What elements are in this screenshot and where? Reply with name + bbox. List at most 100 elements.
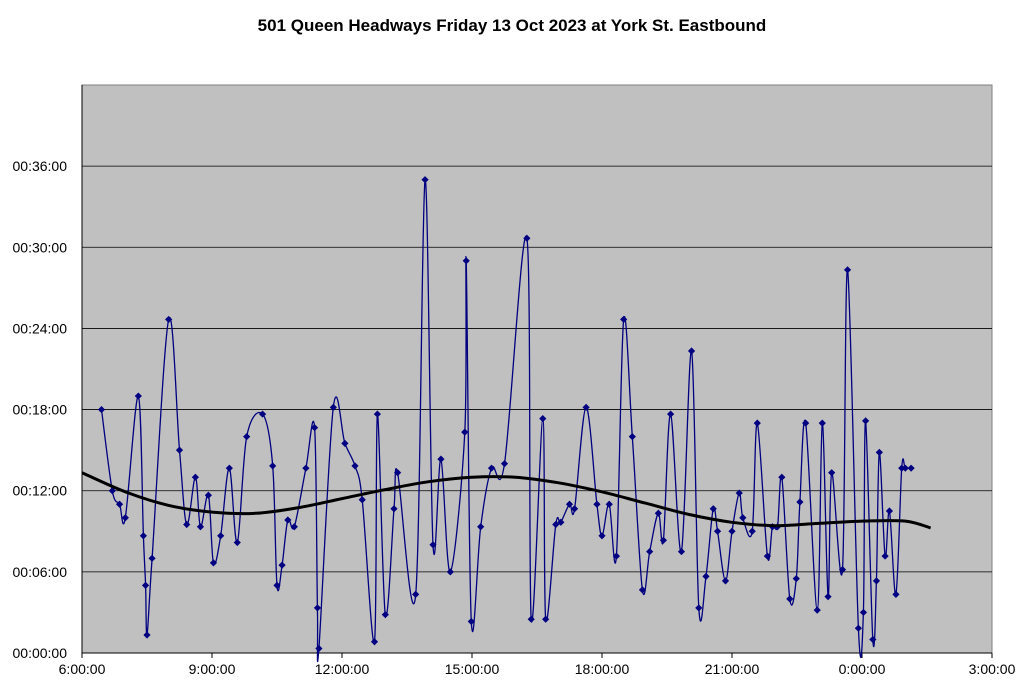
headway-point [786,595,794,603]
headway-point [477,523,485,531]
x-tick-label: 12:00:00 [315,661,370,677]
headway-point [824,593,832,601]
headway-point [739,514,747,522]
headway-point [310,424,319,432]
headway-point [763,552,771,560]
headway-point [370,638,379,646]
headway-point [570,505,579,513]
headway-point [217,532,225,540]
headway-point [582,403,590,411]
headway-point [802,419,810,427]
headway-point [778,473,786,481]
headway-point [605,500,613,508]
y-tick-label: 00:30:00 [13,239,68,255]
headway-point [792,575,800,583]
headway-point [598,532,606,540]
headway-point [728,527,736,535]
headway-point [901,464,909,472]
headway-point [225,464,233,472]
plot-background [81,84,993,654]
headway-point [115,500,124,508]
x-tick-label: 6:00:00 [59,661,106,677]
headway-point [373,410,381,418]
headway-point [429,541,437,549]
headway-point [183,520,191,529]
headway-point [141,581,150,589]
headway-point [542,615,550,623]
trend-line-series [81,471,932,530]
headway-point [843,266,852,274]
headway-point [854,624,862,632]
x-tick-label: 9:00:00 [189,661,236,677]
headway-point [907,464,915,472]
headway-point [446,568,454,576]
headway-point [859,608,868,617]
headway-point [818,419,826,427]
headway-point [687,347,696,355]
headway-point [143,631,151,639]
headway-point [165,315,173,324]
headway-point [233,538,241,547]
headway-point [677,547,686,556]
headway-point [381,611,389,619]
headway-point [654,509,662,517]
headway-point [862,417,870,425]
headway-point [175,446,184,454]
headway-point [869,635,877,644]
headway-line [100,179,912,663]
x-tick-label: 18:00:00 [575,661,630,677]
headway-point [539,414,547,423]
headway-point [273,581,281,589]
y-tick-label: 00:00:00 [13,645,68,661]
headway-point [667,410,675,418]
headway-point [557,518,565,526]
headway-point [620,315,628,324]
headway-point [315,644,323,653]
headway-point [351,462,359,470]
headway-point [191,473,199,481]
headway-point [258,410,267,418]
headway-point [437,455,445,463]
headway-point [695,604,703,612]
x-tick-label: 21:00:00 [705,661,760,677]
headway-point [358,496,366,504]
headway-point [290,523,298,531]
headway-point [838,566,847,574]
headway-point [487,464,496,472]
headway-point [269,462,277,470]
headway-point [565,500,574,508]
headway-point [390,505,398,513]
y-axis-tick-labels: 00:00:00 00:06:00 00:12:00 00:18:00 00:24:00… [13,85,83,661]
headway-point [196,523,205,531]
y-tick-label: 00:06:00 [13,564,68,580]
headway-point [659,536,667,544]
headway-point [243,433,251,441]
headway-point [313,604,322,612]
headway-point [702,572,710,580]
headway-point [204,491,212,499]
chart-title: 501 Queen Headways Friday 13 Oct 2023 at… [257,16,767,35]
headway-point [892,590,900,598]
headway-point [108,487,116,495]
headway-point [753,419,761,427]
headway-series [97,176,915,663]
headway-point [284,516,292,524]
headway-point [735,489,743,497]
headway-point [638,586,647,594]
headway-point [527,615,535,623]
headway-point [139,532,147,540]
headway-point [748,527,756,535]
x-tick-label: 15:00:00 [445,661,500,677]
headway-point [341,439,349,447]
headway-point [412,590,420,598]
headway-point [329,403,337,411]
headway-point [121,514,129,522]
headway-point [467,617,475,626]
y-tick-label: 00:36:00 [13,158,68,174]
headway-point [828,469,836,477]
trend-line [81,471,932,530]
headway-point [646,547,654,556]
headway-point [97,405,106,414]
y-tick-label: 00:18:00 [13,402,68,418]
